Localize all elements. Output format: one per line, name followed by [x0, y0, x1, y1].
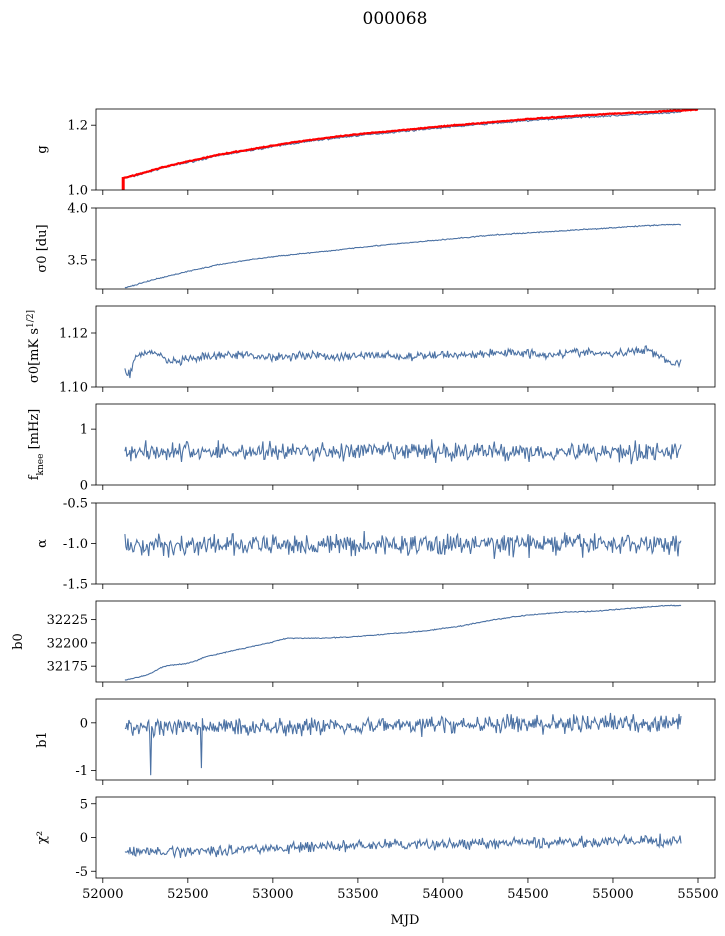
- x-tick-label: 53000: [252, 887, 293, 902]
- y-tick-label: -1: [75, 764, 88, 779]
- y-axis-label: fknee [mHz]: [27, 409, 46, 481]
- y-tick-label: 32175: [47, 660, 88, 675]
- axes-frame: [95, 305, 716, 388]
- y-axis-label: g: [35, 145, 50, 153]
- series-line: [124, 712, 682, 776]
- x-tick-label: 52500: [167, 887, 208, 902]
- panel-8: 52000 52500 53000 53500 54000 54500 55000 55500…: [35, 796, 719, 902]
- y-axis-label: b1: [35, 731, 50, 748]
- y-tick-label: 0: [80, 479, 88, 494]
- y-tick-label: 32225: [47, 613, 88, 628]
- axes-frame: [95, 796, 716, 879]
- series-line: [122, 110, 682, 180]
- axes-frame: [95, 403, 716, 486]
- panel-6: 32175 32200 32225 b0: [11, 600, 716, 687]
- series-line: [124, 223, 681, 289]
- y-tick-label: 1.12: [59, 327, 88, 342]
- series-line: [124, 439, 682, 465]
- series-line: [124, 530, 682, 559]
- panel-2: 3.5 4.0 σ0 [du]: [35, 202, 716, 294]
- y-axis-label: α: [35, 539, 50, 548]
- y-axis-label: χ²: [35, 831, 50, 844]
- panel-3: 1.10 1.12 σ0[mK s1/2]: [26, 305, 716, 396]
- y-tick-label: 1: [80, 423, 88, 438]
- y-tick-label: 1.0: [67, 184, 88, 199]
- y-tick-label: -0.5: [63, 497, 88, 512]
- axes-frame: [95, 698, 716, 781]
- y-tick-label: -1.0: [63, 537, 88, 552]
- y-tick-label: 4.0: [67, 202, 88, 217]
- x-tick-label: 55500: [677, 887, 718, 902]
- y-tick-label: -1.5: [63, 578, 88, 593]
- fit-line: [122, 109, 699, 180]
- axes-frame: [95, 600, 716, 683]
- panel-4: 0 1 fknee [mHz]: [27, 403, 716, 494]
- panel-5: -1.5 -1.0 -0.5 α: [35, 497, 716, 593]
- x-tick-label: 52000: [82, 887, 123, 902]
- y-tick-label: 0: [80, 716, 88, 731]
- y-axis-label: b0: [11, 633, 26, 650]
- x-tick-label: 54500: [507, 887, 548, 902]
- panel-7: -1 0 b1: [35, 698, 716, 785]
- y-tick-label: 1.10: [59, 381, 88, 396]
- y-tick-label: 3.5: [67, 253, 88, 268]
- panel-1: 1.0 1.2 g: [35, 108, 716, 199]
- y-axis-label: σ0[mK s1/2]: [26, 310, 42, 383]
- y-tick-label: 1.2: [67, 119, 88, 134]
- y-tick-label: -5: [75, 865, 88, 880]
- x-tick-label: 53500: [337, 887, 378, 902]
- y-tick-label: 5: [80, 797, 88, 812]
- y-tick-label: 32200: [47, 636, 88, 651]
- x-axis-label: MJD: [391, 913, 420, 928]
- y-tick-label: 0: [80, 831, 88, 846]
- series-line: [124, 833, 682, 859]
- y-axis-label: σ0 [du]: [35, 224, 50, 272]
- series-line: [124, 604, 682, 681]
- series-line: [124, 345, 682, 379]
- x-tick-label: 55000: [592, 887, 633, 902]
- axes-frame: [95, 207, 716, 290]
- x-tick-label: 54000: [422, 887, 463, 902]
- axes-frame: [95, 108, 716, 191]
- panels: 1.0 1.2 g 3.5 4.0 σ0 [du] 1.10 1.12 σ0[mK s1/2] 0…: [11, 108, 719, 902]
- figure-title: 000068: [363, 9, 428, 29]
